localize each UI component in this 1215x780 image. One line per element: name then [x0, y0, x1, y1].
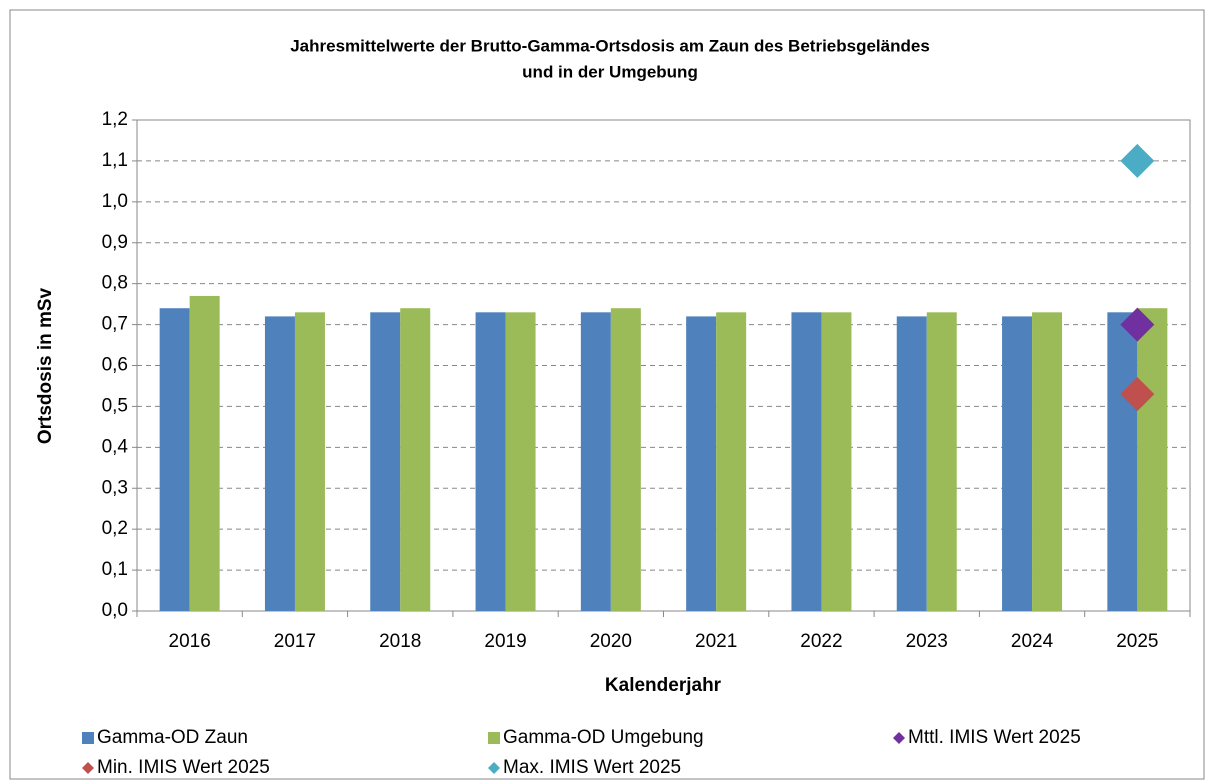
bar — [505, 312, 536, 611]
x-tick-label: 2017 — [274, 631, 316, 652]
bar — [716, 312, 747, 611]
chart-title: und in der Umgebung — [522, 62, 698, 81]
marker — [1120, 307, 1155, 342]
legend-label: Gamma-OD Zaun — [97, 727, 248, 748]
bar — [821, 312, 852, 611]
legend-swatch — [488, 732, 500, 744]
x-tick-label: 2016 — [169, 631, 211, 652]
y-tick-label: 1,0 — [102, 191, 128, 212]
bar — [264, 316, 295, 611]
x-tick-label: 2019 — [484, 631, 526, 652]
legend-swatch — [82, 762, 94, 774]
x-tick-label: 2021 — [695, 631, 737, 652]
x-axis-label: Kalenderjahr — [605, 675, 722, 696]
y-tick-label: 0,8 — [102, 273, 128, 294]
x-tick-label: 2024 — [1011, 631, 1054, 652]
y-tick-label: 0,1 — [102, 559, 128, 580]
x-tick-label: 2025 — [1116, 631, 1158, 652]
chart-title: Jahresmittelwerte der Brutto-Gamma-Ortsd… — [290, 36, 930, 55]
legend-swatch — [893, 732, 905, 744]
legend-label: Mttl. IMIS Wert 2025 — [908, 727, 1081, 748]
bar — [475, 312, 506, 611]
bar — [791, 312, 822, 611]
x-tick-label: 2023 — [906, 631, 948, 652]
y-tick-label: 0,9 — [102, 232, 128, 253]
x-tick-label: 2018 — [379, 631, 421, 652]
bar — [189, 295, 220, 611]
bar — [294, 312, 325, 611]
y-axis-label: Ortsdosis in mSv — [35, 287, 56, 444]
bar — [1002, 316, 1033, 611]
y-tick-label: 1,1 — [102, 150, 128, 171]
marker — [1120, 143, 1155, 178]
legend-label: Gamma-OD Umgebung — [503, 727, 704, 748]
y-tick-label: 0,4 — [102, 436, 129, 457]
y-tick-label: 0,6 — [102, 355, 128, 376]
bar — [1107, 312, 1138, 611]
y-tick-label: 0,2 — [102, 518, 128, 539]
bar — [370, 312, 401, 611]
y-tick-label: 0,0 — [102, 600, 128, 621]
bar — [400, 308, 431, 611]
legend-swatch — [488, 762, 500, 774]
y-tick-label: 0,5 — [102, 395, 128, 416]
marker — [1120, 377, 1155, 412]
bar — [926, 312, 957, 611]
bar — [1137, 308, 1168, 611]
legend-swatch — [82, 732, 94, 744]
bar — [580, 312, 611, 611]
y-tick-label: 0,7 — [102, 314, 128, 335]
x-tick-label: 2022 — [800, 631, 842, 652]
bar — [1032, 312, 1063, 611]
bar — [896, 316, 927, 611]
legend-label: Max. IMIS Wert 2025 — [503, 757, 681, 778]
y-tick-label: 0,3 — [102, 477, 128, 498]
bar — [610, 308, 641, 611]
bar — [686, 316, 717, 611]
legend-label: Min. IMIS Wert 2025 — [97, 757, 270, 778]
bar — [159, 308, 190, 611]
x-tick-label: 2020 — [590, 631, 632, 652]
y-tick-label: 1,2 — [102, 109, 128, 130]
